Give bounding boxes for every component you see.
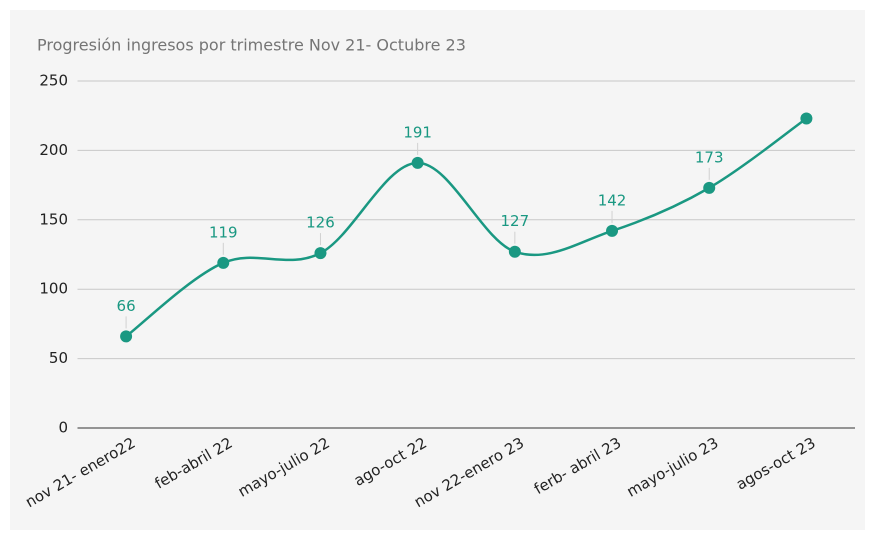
value-label: 119 <box>209 223 238 241</box>
y-tick-label: 150 <box>39 210 68 228</box>
y-tick-label: 200 <box>39 141 68 159</box>
chart-title: Progresión ingresos por trimestre Nov 21… <box>37 36 466 55</box>
line <box>125 117 808 338</box>
value-label: 127 <box>501 212 530 230</box>
point <box>508 245 521 258</box>
value-label: 191 <box>403 123 432 141</box>
value-label: 142 <box>598 191 627 209</box>
y-tick-label: 100 <box>39 280 68 298</box>
point <box>314 247 327 260</box>
point <box>800 112 813 125</box>
point <box>217 256 230 269</box>
chart-background <box>10 10 865 530</box>
value-label: 173 <box>695 148 724 166</box>
point <box>606 224 619 237</box>
point <box>120 330 133 343</box>
value-label: 66 <box>117 297 136 315</box>
point <box>411 156 424 169</box>
y-tick-label: 0 <box>58 419 68 437</box>
value-label: 126 <box>306 214 335 232</box>
y-tick-label: 50 <box>49 349 68 367</box>
y-tick-label: 250 <box>39 72 68 90</box>
point <box>703 181 716 194</box>
